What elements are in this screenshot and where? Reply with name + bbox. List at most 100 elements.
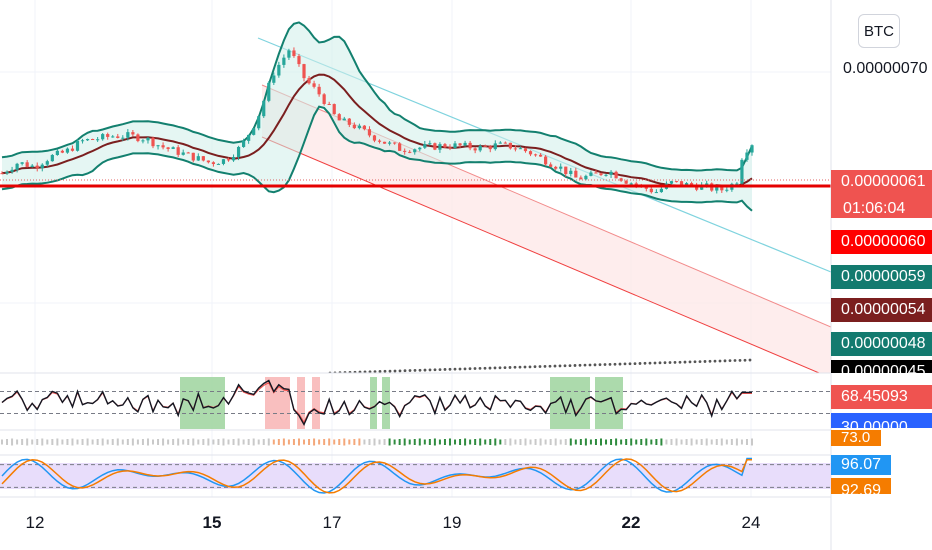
candle xyxy=(141,139,145,144)
histogram-panel[interactable] xyxy=(1,438,753,446)
candle xyxy=(146,136,150,144)
histogram-bar xyxy=(554,438,557,446)
candle xyxy=(257,116,261,131)
histogram-bar xyxy=(272,439,275,445)
histogram-bar xyxy=(101,438,104,446)
histogram-bar xyxy=(620,439,623,445)
candle-body xyxy=(206,160,210,163)
x-axis-label-15: 15 xyxy=(202,513,222,532)
histogram-bar xyxy=(615,438,618,446)
candle-body xyxy=(332,104,336,115)
candle xyxy=(201,155,205,162)
candle-body xyxy=(282,57,286,65)
dot xyxy=(378,370,382,373)
candle xyxy=(211,161,216,167)
candle-body xyxy=(262,100,266,117)
histogram-bar xyxy=(519,439,522,445)
candle xyxy=(443,142,447,149)
histogram-bar xyxy=(448,438,451,446)
candle xyxy=(604,173,608,177)
candle xyxy=(111,134,115,138)
dot xyxy=(638,362,642,365)
histogram-bar xyxy=(202,439,205,445)
dot xyxy=(693,360,697,364)
histogram-bar xyxy=(81,439,84,445)
candle-body xyxy=(272,75,276,83)
histogram-bar xyxy=(403,438,406,446)
stochastic-panel[interactable] xyxy=(0,457,831,494)
histogram-bar xyxy=(745,439,748,445)
candle xyxy=(166,146,170,152)
dot xyxy=(553,364,557,368)
candle xyxy=(302,63,306,82)
dot xyxy=(623,362,627,366)
candle-body xyxy=(176,147,180,155)
candle-body xyxy=(574,170,578,178)
dot xyxy=(683,360,687,364)
candle xyxy=(206,160,210,164)
dot xyxy=(523,365,527,369)
candle xyxy=(60,149,65,154)
x-axis-label-24: 24 xyxy=(741,513,761,532)
histogram-bar xyxy=(71,438,74,446)
candle-body xyxy=(408,151,412,153)
histogram-bar xyxy=(720,438,723,446)
candlestick-series[interactable] xyxy=(0,47,754,194)
histogram-bar xyxy=(655,439,658,445)
stoch-k-tag: 96.07 xyxy=(831,455,891,475)
candle xyxy=(498,141,502,144)
candle-body xyxy=(312,83,316,87)
rsi-panel[interactable] xyxy=(0,377,831,429)
candle xyxy=(191,152,195,163)
dot xyxy=(383,369,387,373)
candle-body xyxy=(715,186,719,191)
dot xyxy=(393,369,397,373)
dot xyxy=(668,361,672,364)
candle xyxy=(478,144,482,153)
candle xyxy=(725,187,729,193)
candle xyxy=(332,103,336,115)
candle-body xyxy=(106,134,110,137)
symbol-button[interactable]: BTC xyxy=(858,14,900,48)
rsi-highlight-zone xyxy=(180,377,225,429)
candle-body xyxy=(554,166,558,169)
dot xyxy=(713,359,717,363)
candle-body xyxy=(669,181,674,184)
candle-body xyxy=(30,165,34,167)
candle-body xyxy=(20,162,24,164)
histogram-bar xyxy=(393,439,396,445)
dot xyxy=(408,369,412,372)
candle-body xyxy=(493,143,497,150)
candle xyxy=(408,150,412,154)
last-price-tag: 0.00000061 xyxy=(831,170,932,218)
histogram-bar xyxy=(599,438,602,446)
candle xyxy=(473,146,477,154)
candle-body xyxy=(211,162,216,165)
candle-body xyxy=(478,145,482,151)
dot xyxy=(538,365,542,368)
candle xyxy=(428,140,432,146)
dot xyxy=(548,364,552,368)
candle-body xyxy=(60,150,65,153)
candle xyxy=(433,142,437,151)
histogram-bar xyxy=(635,439,638,445)
histogram-bar xyxy=(1,439,3,445)
candle-body xyxy=(126,132,130,138)
histogram-bar xyxy=(26,438,29,446)
candle xyxy=(106,132,110,140)
histogram-bar xyxy=(182,439,185,445)
histogram-bar xyxy=(378,439,381,445)
candle xyxy=(674,180,679,183)
dot xyxy=(438,368,442,372)
candle xyxy=(357,123,361,130)
histogram-bar xyxy=(21,439,24,445)
candle xyxy=(549,162,553,168)
candle xyxy=(337,113,341,121)
candle-body xyxy=(695,185,699,190)
candle xyxy=(448,144,452,151)
dot xyxy=(578,363,582,367)
histogram-bar xyxy=(464,438,467,446)
candle-body xyxy=(247,134,251,141)
histogram-bar xyxy=(368,439,371,445)
